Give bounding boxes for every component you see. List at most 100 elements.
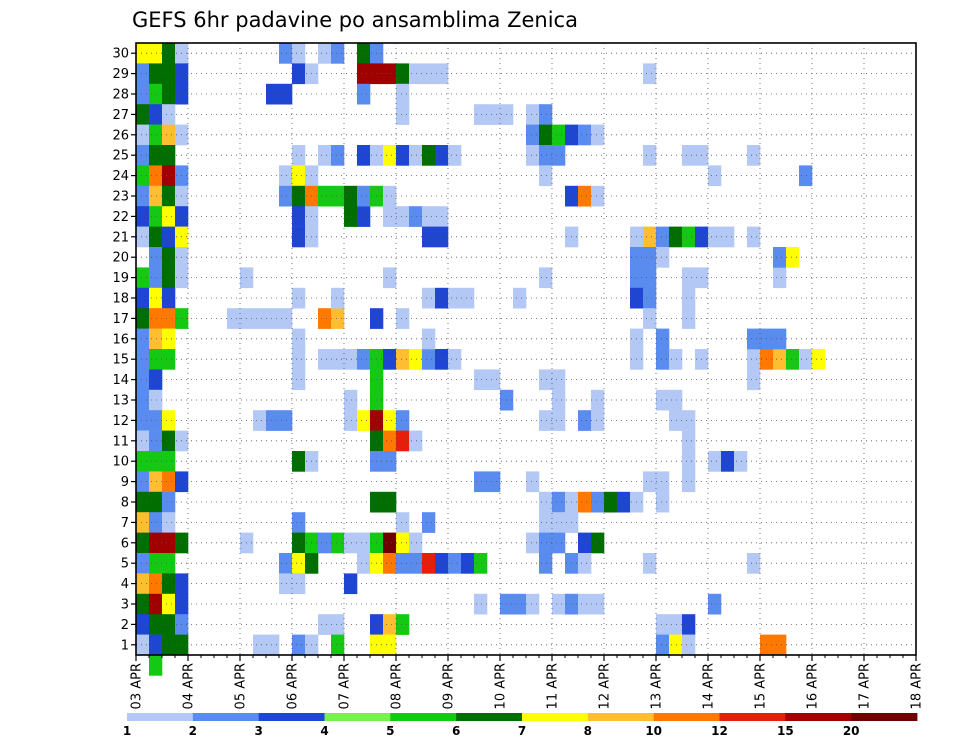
- heat-cell: [383, 145, 397, 166]
- heat-cell: [721, 226, 735, 248]
- heat-cell: [799, 349, 813, 370]
- y-tick-label: 18: [112, 292, 129, 307]
- y-tick-label: 25: [112, 149, 129, 164]
- y-tick-label: 17: [112, 312, 129, 327]
- heat-cell: [136, 349, 150, 370]
- heat-cell: [136, 124, 150, 146]
- heat-cell: [357, 83, 371, 105]
- heat-cell: [604, 491, 618, 513]
- heat-cell: [643, 471, 657, 493]
- heat-cell: [136, 206, 150, 227]
- heat-cell: [383, 451, 397, 472]
- y-tick-label: 24: [112, 169, 129, 184]
- heat-cell: [279, 410, 293, 431]
- x-tick-label: 04 APR: [182, 663, 197, 709]
- heat-cell: [136, 593, 150, 615]
- heat-cell: [149, 328, 163, 350]
- heat-cell: [682, 308, 696, 329]
- heat-cell: [292, 553, 306, 574]
- heat-cell: [279, 83, 293, 105]
- heat-cell: [149, 247, 163, 268]
- heat-cell: [409, 145, 423, 166]
- heat-cell: [149, 389, 163, 411]
- heat-cell: [396, 349, 410, 370]
- heat-cell: [292, 226, 306, 248]
- heat-cell: [409, 553, 423, 574]
- heat-cell: [292, 43, 306, 64]
- heat-cell: [136, 83, 150, 105]
- heat-cell: [747, 328, 761, 350]
- heat-cell: [162, 267, 176, 289]
- heat-cell: [149, 451, 163, 472]
- heat-cell: [396, 430, 410, 452]
- heat-cell: [318, 43, 332, 64]
- heat-cell: [552, 410, 566, 431]
- heat-cell: [162, 185, 176, 207]
- heat-cell: [136, 43, 150, 64]
- heat-cell: [552, 389, 566, 411]
- y-tick-label: 30: [112, 47, 129, 62]
- heat-cell: [162, 532, 176, 554]
- y-tick-label: 2: [121, 618, 129, 633]
- heat-cell: [253, 410, 267, 431]
- heat-cell: [149, 226, 163, 248]
- heat-cell: [539, 124, 553, 146]
- legend-swatch: [653, 713, 720, 721]
- y-tick-label: 26: [112, 128, 129, 143]
- heat-cell: [149, 124, 163, 146]
- heat-cell: [786, 349, 800, 370]
- y-tick-label: 20: [112, 251, 129, 266]
- x-tick-label: 08 APR: [390, 663, 405, 709]
- heat-cell: [591, 389, 605, 411]
- heat-cell: [136, 165, 150, 187]
- heat-cell: [357, 145, 371, 166]
- heat-cell: [656, 247, 670, 268]
- heat-cell: [149, 206, 163, 227]
- heat-cell: [552, 145, 566, 166]
- heat-cell: [149, 430, 163, 452]
- heat-cell: [773, 634, 787, 656]
- legend-level-label: 20: [843, 724, 860, 738]
- heat-cell: [357, 410, 371, 431]
- heat-cell: [682, 451, 696, 472]
- heat-cell: [396, 63, 410, 85]
- heat-cell: [539, 267, 553, 289]
- x-tick-label: 12 APR: [598, 663, 613, 709]
- heat-cell: [357, 206, 371, 227]
- heat-cell: [279, 43, 293, 64]
- heat-cell: [669, 614, 683, 635]
- heat-cell: [136, 145, 150, 166]
- heat-cell: [422, 349, 436, 370]
- heat-cell: [292, 369, 306, 391]
- heat-cell: [708, 593, 722, 615]
- y-tick-label: 19: [112, 271, 129, 286]
- heat-cell: [292, 532, 306, 554]
- legend-level-label: 3: [254, 724, 262, 738]
- heat-cell: [266, 308, 280, 329]
- heat-cell: [149, 593, 163, 615]
- heat-cell: [318, 532, 332, 554]
- heat-cell: [292, 63, 306, 85]
- heat-cell: [136, 614, 150, 635]
- heat-cell: [526, 532, 540, 554]
- heat-cell: [292, 206, 306, 227]
- heat-cell: [396, 206, 410, 227]
- heat-cell: [383, 349, 397, 370]
- heat-cell: [578, 124, 592, 146]
- x-tick-label: 05 APR: [234, 663, 249, 709]
- heat-cell: [643, 308, 657, 329]
- heat-cell: [331, 349, 345, 370]
- heat-cell: [357, 553, 371, 574]
- heat-cell: [279, 185, 293, 207]
- heat-cell: [149, 308, 163, 329]
- heat-cell: [682, 430, 696, 452]
- heat-cell: [331, 43, 345, 64]
- heat-cell: [162, 247, 176, 268]
- y-tick-label: 29: [112, 67, 129, 82]
- heat-cell: [682, 614, 696, 635]
- heat-cell: [279, 165, 293, 187]
- heat-cell: [656, 328, 670, 350]
- heat-cell: [526, 124, 540, 146]
- heat-cell: [162, 83, 176, 105]
- heat-cell: [682, 471, 696, 493]
